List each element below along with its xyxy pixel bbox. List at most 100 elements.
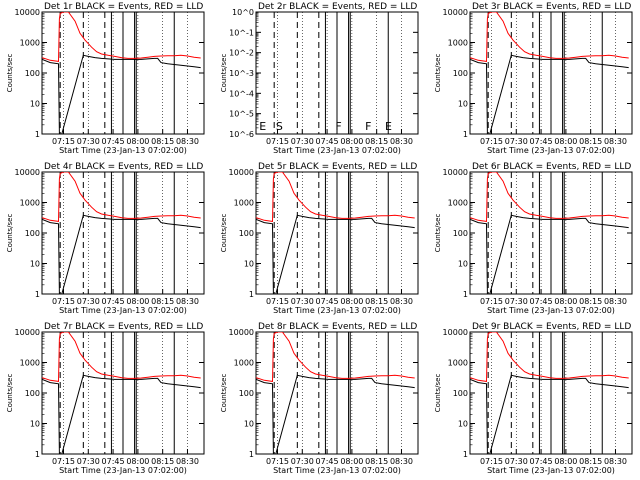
series-events (42, 214, 201, 294)
x-tick-label: 08:30 (390, 137, 413, 146)
y-tick-label: 1000 (234, 199, 254, 208)
y-tick-label: 10 (30, 420, 40, 429)
x-tick-label: 07:15 (480, 137, 503, 146)
panel-title: Det 6r BLACK = Events, RED = LLD (472, 162, 631, 172)
y-tick-label: 1000 (20, 199, 40, 208)
x-tick-label: 07:15 (266, 297, 289, 306)
y-axis-label: Counts/sec (6, 214, 14, 253)
y-tick-label: 100 (25, 229, 40, 238)
x-tick-label: 07:30 (77, 457, 100, 466)
x-tick-label: 08:00 (554, 297, 577, 306)
x-axis-label: Start Time (23-Jan-13 07:02:00) (487, 306, 615, 315)
x-tick-label: 07:15 (52, 137, 75, 146)
series-events (470, 54, 629, 134)
series-lld (42, 332, 201, 382)
series-events (470, 374, 629, 454)
panel-title: Det 8r BLACK = Events, RED = LLD (258, 322, 417, 332)
panel-title: Det 3r BLACK = Events, RED = LLD (472, 2, 631, 12)
x-tick-label: 08:30 (604, 457, 627, 466)
y-tick-label: 100 (453, 69, 468, 78)
y-tick-label: 10^-2 (229, 49, 254, 58)
x-tick-label: 07:45 (102, 137, 125, 146)
x-tick-label: 07:30 (77, 137, 100, 146)
x-tick-label: 08:15 (579, 137, 602, 146)
panel-det9: Det 9r BLACK = Events, RED = LLD 1 10 100 10… (434, 322, 633, 475)
x-tick-label: 07:30 (505, 137, 528, 146)
y-axis-label: Counts/sec (220, 54, 228, 93)
y-tick-label: 10^-6 (229, 130, 254, 139)
x-tick-label: 08:30 (604, 137, 627, 146)
x-axis-label: Start Time (23-Jan-13 07:02:00) (273, 306, 401, 315)
x-tick-label: 07:45 (530, 297, 553, 306)
series-lld (42, 172, 201, 222)
y-tick-label: 1 (35, 450, 40, 459)
x-tick-label: 08:30 (604, 297, 627, 306)
y-tick-label: 10 (30, 100, 40, 109)
x-tick-label: 07:15 (266, 457, 289, 466)
series-events (42, 54, 201, 134)
annotation-letter: S (276, 120, 283, 133)
x-tick-label: 07:30 (77, 297, 100, 306)
series-lld (42, 12, 201, 62)
y-tick-label: 1 (35, 290, 40, 299)
series-lld (470, 332, 629, 382)
panel-title: Det 4r BLACK = Events, RED = LLD (44, 162, 203, 172)
x-axis-label: Start Time (23-Jan-13 07:02:00) (59, 466, 187, 475)
y-axis-label: Counts/sec (434, 214, 442, 253)
y-tick-label: 100 (25, 389, 40, 398)
y-tick-label: 10 (458, 420, 468, 429)
x-axis-label: Start Time (23-Jan-13 07:02:00) (59, 146, 187, 155)
y-tick-label: 1 (249, 450, 254, 459)
x-tick-label: 07:30 (291, 457, 314, 466)
panel-det8: Det 8r BLACK = Events, RED = LLD 1 10 100 10… (220, 322, 419, 475)
panel-det1: Det 1r BLACK = Events, RED = LLD 1 10 100 10… (6, 2, 205, 155)
y-tick-label: 10 (244, 420, 254, 429)
y-tick-label: 100 (453, 229, 468, 238)
x-tick-label: 08:15 (151, 297, 174, 306)
series-lld (256, 172, 415, 222)
series-lld (470, 172, 629, 222)
panel-det4: Det 4r BLACK = Events, RED = LLD 1 10 100 10… (6, 162, 205, 315)
annotation-letter: E (259, 120, 266, 133)
panel-title: Det 1r BLACK = Events, RED = LLD (44, 2, 203, 12)
panel-det7: Det 7r BLACK = Events, RED = LLD 1 10 100 10… (6, 322, 205, 475)
y-tick-label: 10^-5 (229, 110, 254, 119)
y-tick-label: 1 (35, 130, 40, 139)
x-axis-label: Start Time (23-Jan-13 07:02:00) (487, 466, 615, 475)
x-tick-label: 08:30 (176, 137, 199, 146)
y-tick-label: 1 (463, 450, 468, 459)
series-events (470, 214, 629, 294)
x-tick-label: 07:45 (530, 457, 553, 466)
x-tick-label: 07:15 (480, 457, 503, 466)
y-tick-label: 100 (453, 389, 468, 398)
y-tick-label: 1000 (448, 359, 468, 368)
y-tick-label: 10^-1 (229, 28, 254, 37)
y-tick-label: 10^-3 (229, 69, 254, 78)
series-events (42, 374, 201, 454)
x-tick-label: 08:30 (176, 457, 199, 466)
x-axis-label: Start Time (23-Jan-13 07:02:00) (273, 466, 401, 475)
annotation-letter: E (385, 120, 392, 133)
y-tick-label: 10000 (443, 8, 468, 17)
series-lld (470, 12, 629, 62)
y-tick-label: 100 (25, 69, 40, 78)
x-tick-label: 07:15 (52, 297, 75, 306)
x-tick-label: 07:45 (316, 137, 339, 146)
x-tick-label: 08:00 (554, 457, 577, 466)
x-tick-label: 07:15 (266, 137, 289, 146)
annotation-letter: F (365, 120, 371, 133)
y-tick-label: 1000 (448, 39, 468, 48)
y-tick-label: 10 (244, 260, 254, 269)
x-axis-label: Start Time (23-Jan-13 07:02:00) (273, 146, 401, 155)
annotation-letter: F (335, 120, 341, 133)
x-tick-label: 08:00 (340, 137, 363, 146)
y-tick-label: 10 (30, 260, 40, 269)
panel-det3: Det 3r BLACK = Events, RED = LLD 1 10 100 10… (434, 2, 633, 155)
y-tick-label: 10000 (15, 168, 40, 177)
x-tick-label: 07:45 (316, 297, 339, 306)
x-tick-label: 08:30 (390, 297, 413, 306)
y-tick-label: 1000 (448, 199, 468, 208)
x-tick-label: 07:45 (102, 297, 125, 306)
x-tick-label: 07:30 (291, 297, 314, 306)
y-axis-label: Counts/sec (220, 214, 228, 253)
